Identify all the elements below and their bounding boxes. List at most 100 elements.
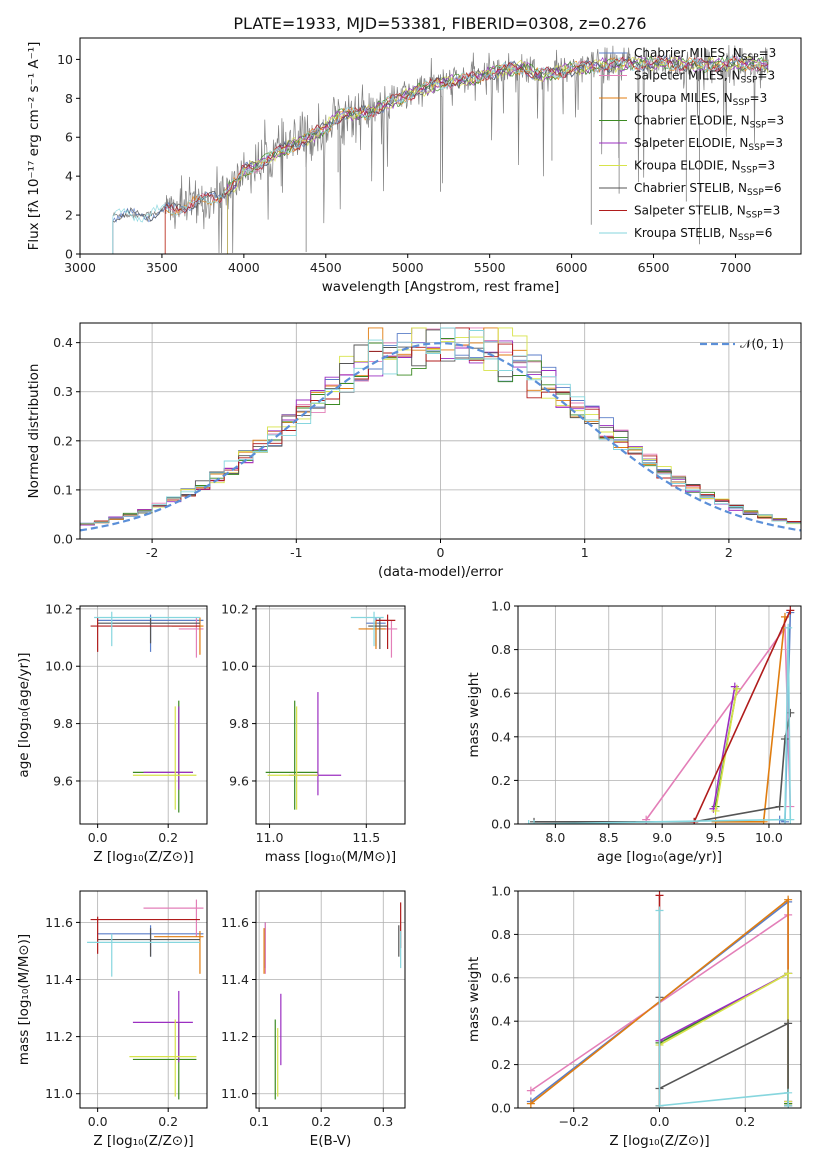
errorbar-salpeter-stelib <box>90 617 200 652</box>
y-tick-label: 0.2 <box>53 433 73 448</box>
y-axis-label: Flux [fλ 10⁻¹⁷ erg cm⁻² s⁻¹ A⁻¹] <box>26 42 42 251</box>
plot-area <box>80 327 801 532</box>
errorbar-kroupa-elodie <box>129 1019 197 1097</box>
weight-marker <box>711 817 720 824</box>
errorbar-salpeter-miles <box>143 899 204 937</box>
y-tick-label: 10.2 <box>45 601 73 616</box>
errorbar-kroupa-stelib <box>87 933 200 977</box>
errorbar-kroupa-stelib <box>94 611 200 647</box>
plot-area <box>263 902 402 1100</box>
y-tick-label: 6 <box>65 130 73 145</box>
errorbar-kroupa-elodie <box>132 706 197 810</box>
errorbar-kroupa-miles <box>358 620 386 650</box>
y-tick-label: 10 <box>57 52 73 67</box>
x-tick-label: 2 <box>725 545 733 560</box>
y-tick-label: 8 <box>65 91 73 106</box>
x-tick-label: 0.0 <box>650 1114 670 1129</box>
panel-Z-weight: −0.2 0.0 0.2 0.0 0.2 0.4 0.6 0.8 1.0 Z [log₁₀(Z/Z… <box>466 884 802 1149</box>
legend-label: 𝒩(0, 1) <box>740 337 784 351</box>
axes-frame <box>79 605 208 825</box>
y-tick-label: 0.2 <box>491 773 511 788</box>
x-tick-label: 10.0 <box>755 830 783 845</box>
weight-marker <box>775 802 784 811</box>
weight-line-chabrier-stelib <box>658 997 789 1106</box>
plot-area <box>526 891 793 1108</box>
y-tick-label: 11.4 <box>221 972 249 987</box>
weight-marker <box>732 684 741 693</box>
y-tick-label: 11.0 <box>45 1086 73 1101</box>
plot-area <box>90 611 204 813</box>
y-tick-label: 1.0 <box>491 599 511 614</box>
y-tick-label: 0.6 <box>491 970 511 985</box>
x-tick-label: 5000 <box>392 260 424 275</box>
panel-age-weight: 8.0 8.5 9.0 9.5 10.0 0.0 0.2 0.4 0.6 0.8 1.0 age [l… <box>466 599 802 865</box>
x-tick-label: 0.0 <box>88 830 108 845</box>
legend-label: Kroupa ELODIE, NSSP=3 <box>634 159 775 176</box>
x-tick-label: 5500 <box>474 260 506 275</box>
y-axis-label: mass [log₁₀(M/M⊙)] <box>16 934 32 1065</box>
weight-line-salpeter-elodie <box>712 686 736 809</box>
axes-frame <box>79 890 208 1109</box>
weight-line-salpeter-elodie <box>658 972 789 1106</box>
axes-frame <box>255 890 406 1109</box>
legend-label: Chabrier ELODIE, NSSP=3 <box>634 114 784 131</box>
legend-label: Salpeter MILES, NSSP=3 <box>634 69 775 86</box>
x-axis-label: wavelength [Angstrom, rest frame] <box>322 279 560 295</box>
y-tick-label: 11.0 <box>221 1086 249 1101</box>
gaussian-curve <box>80 342 801 532</box>
weight-marker <box>784 1019 793 1028</box>
y-tick-label: 2 <box>65 208 73 223</box>
x-tick-label: 6500 <box>638 260 670 275</box>
x-axis-label: Z [log₁₀(Z/Z⊙)] <box>93 849 193 865</box>
y-tick-label: 1.0 <box>491 884 511 899</box>
x-tick-label: 0.0 <box>88 1114 108 1129</box>
y-tick-label: 10.0 <box>221 659 249 674</box>
x-tick-label: 9.0 <box>652 830 672 845</box>
x-tick-label: 0.1 <box>249 1114 269 1129</box>
y-tick-label: 11.6 <box>45 915 73 930</box>
weight-marker <box>784 895 793 904</box>
y-tick-label: 0.4 <box>53 335 73 350</box>
weight-line-kroupa-stelib <box>528 627 792 824</box>
model-spectrum <box>227 56 769 254</box>
y-tick-label: 4 <box>65 169 73 184</box>
errorbar-salpeter-elodie <box>132 990 193 1063</box>
axes-frame <box>79 37 802 255</box>
errorbar-chabrier-stelib <box>368 617 388 650</box>
x-tick-label: 8.5 <box>599 830 619 845</box>
x-tick-label: -1 <box>290 545 302 560</box>
model-spectrum <box>112 54 769 254</box>
legend-label: Chabrier MILES, NSSP=3 <box>634 46 776 63</box>
x-tick-label: 3500 <box>146 260 178 275</box>
weight-line-kroupa-elodie <box>658 972 789 1106</box>
panel-mass-age: 11.0 11.5 9.6 9.8 10.0 10.2 mass [log₁₀(M/M⊙)] <box>221 601 406 865</box>
x-tick-label: 4000 <box>228 260 260 275</box>
x-tick-label: 11.0 <box>256 830 284 845</box>
y-tick-label: 0.4 <box>491 729 511 744</box>
weight-marker <box>786 708 795 717</box>
weight-marker <box>655 906 664 915</box>
y-tick-label: 11.4 <box>45 972 73 987</box>
weight-marker <box>526 1099 535 1108</box>
y-tick-label: 0 <box>65 247 73 262</box>
y-tick-label: 11.2 <box>45 1029 73 1044</box>
errorbar-chabrier-stelib <box>97 617 200 644</box>
weight-marker <box>759 817 768 824</box>
y-tick-label: 0.8 <box>491 927 511 942</box>
errorbar-kroupa-elodie <box>267 706 318 810</box>
figure-title: PLATE=1933, MJD=53381, FIBERID=0308, z=0… <box>233 14 646 33</box>
legend-label: Salpeter STELIB, NSSP=3 <box>634 204 780 221</box>
y-tick-label: 9.8 <box>53 716 73 731</box>
y-tick-label: 0.4 <box>491 1014 511 1029</box>
x-axis-label: mass [log₁₀(M/M⊙)] <box>265 849 396 865</box>
x-tick-label: 0.2 <box>158 830 178 845</box>
legend-label: Chabrier STELIB, NSSP=6 <box>634 181 782 198</box>
plot-area <box>112 45 769 254</box>
x-tick-label: −0.2 <box>559 1114 589 1129</box>
x-tick-label: 7000 <box>720 260 752 275</box>
weight-marker <box>655 891 664 900</box>
panel-Z-mass: 0.0 0.2 11.0 11.2 11.4 11.6 Z [log₁₀(Z/Z⊙)] mas… <box>16 890 208 1149</box>
x-tick-label: 1 <box>581 545 589 560</box>
x-tick-label: 8.0 <box>545 830 565 845</box>
